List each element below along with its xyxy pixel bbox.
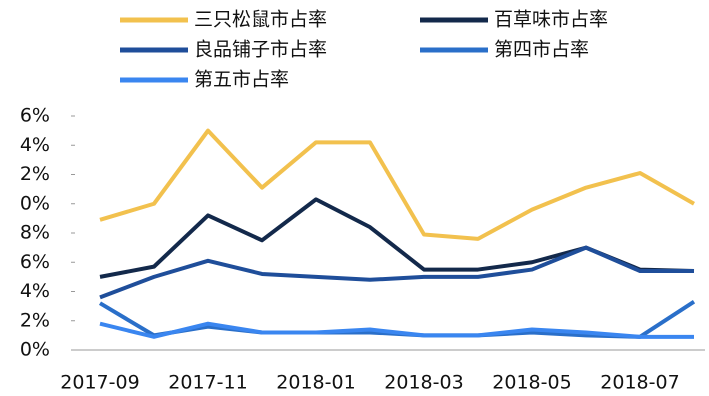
y-tick-label: 0% <box>20 339 50 361</box>
x-tick-label: 2018-07 <box>600 372 679 394</box>
y-tick-label: 6% <box>20 105 50 127</box>
x-tick-label: 2018-01 <box>276 372 355 394</box>
series-line <box>99 321 694 339</box>
legend-label: 三只松鼠市占率 <box>194 9 327 31</box>
series-line <box>99 245 694 300</box>
legend-label: 第五市占率 <box>194 69 289 91</box>
x-tick-label: 2018-05 <box>492 372 571 394</box>
legend-label: 第四市占率 <box>494 39 589 61</box>
x-tick-label: 2018-03 <box>384 372 463 394</box>
y-tick-label: 4% <box>20 280 50 302</box>
legend-label: 良品铺子市占率 <box>194 39 327 61</box>
y-tick-label: 2% <box>20 309 50 331</box>
y-tick-label: 6% <box>20 251 50 273</box>
x-tick-label: 2017-09 <box>60 372 139 394</box>
x-tick-label: 2017-11 <box>168 372 247 394</box>
y-tick-label: 0% <box>20 192 50 214</box>
series-line <box>99 128 695 241</box>
y-tick-label: 4% <box>20 134 50 156</box>
legend-label: 百草味市占率 <box>494 9 608 31</box>
y-tick-label: 2% <box>20 163 50 185</box>
y-tick-label: 8% <box>20 222 50 244</box>
